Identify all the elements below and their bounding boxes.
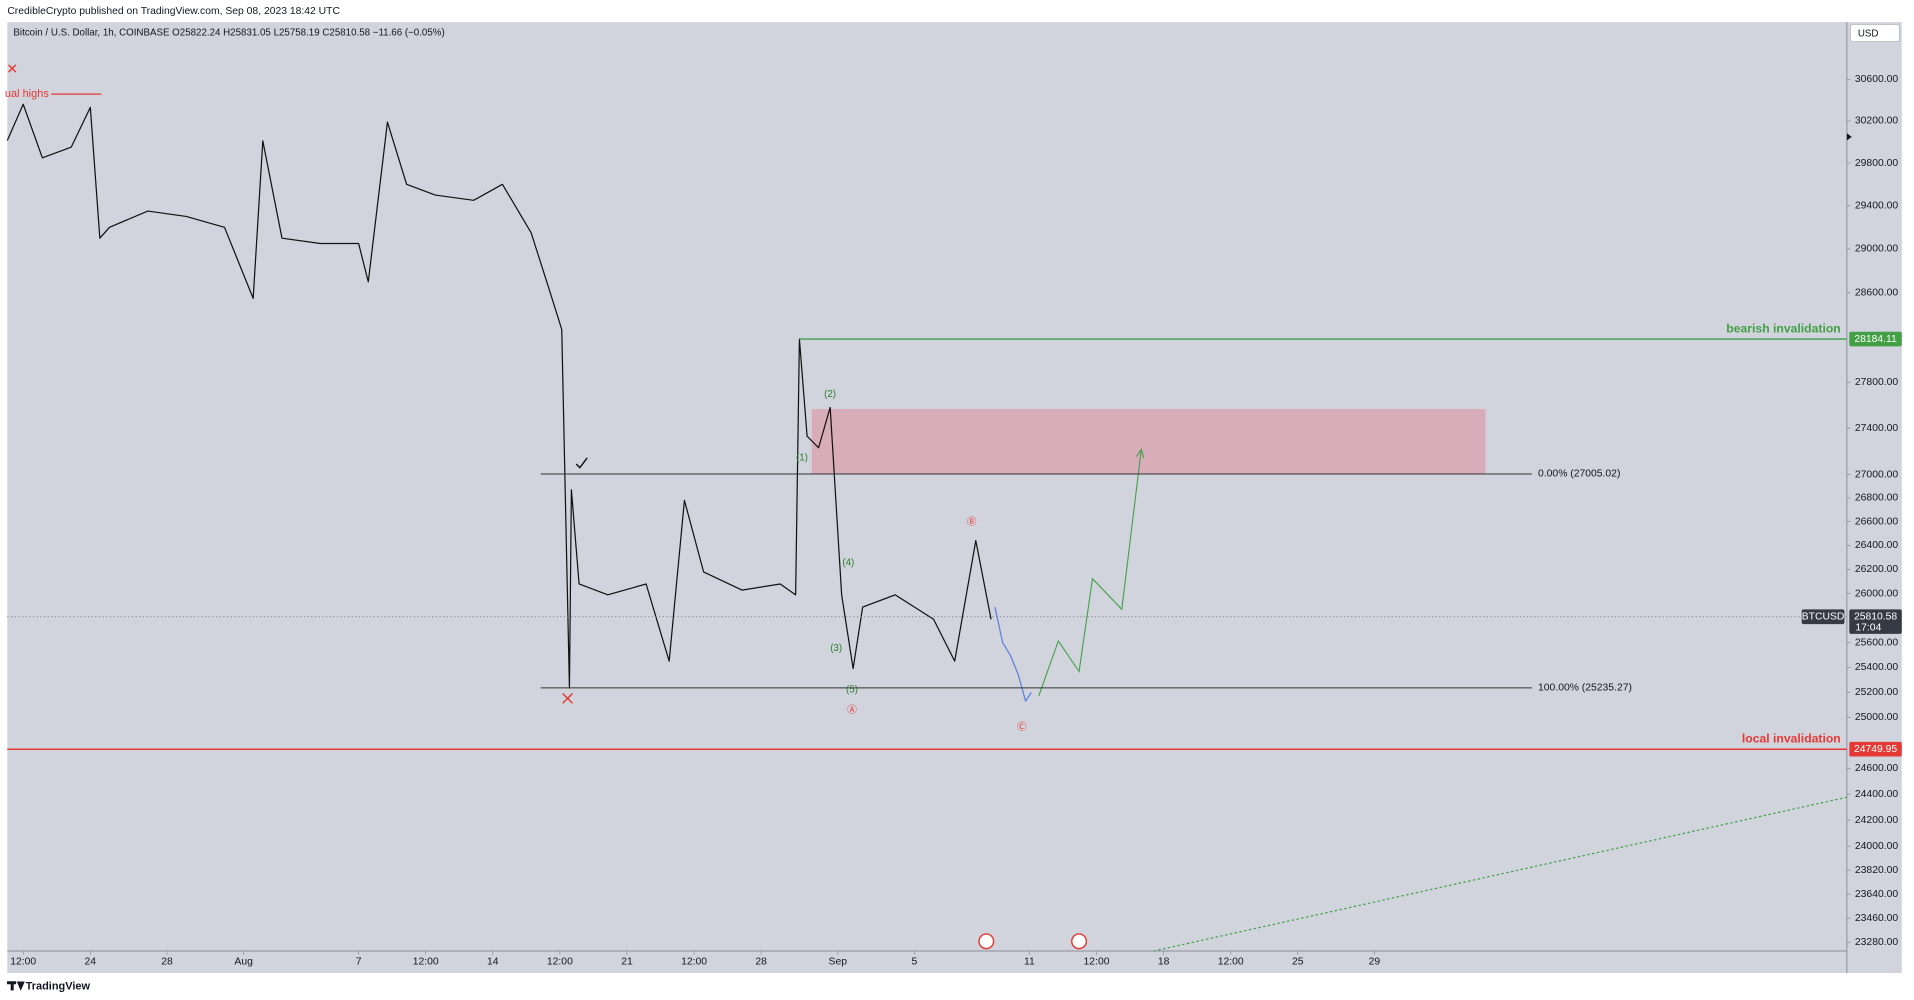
y-tick-label: 30600.00 (1855, 74, 1898, 85)
y-tick-label: 26400.00 (1855, 540, 1898, 551)
y-tick-label: 27800.00 (1855, 377, 1898, 388)
x-tick-label: 24 (85, 957, 97, 968)
y-tick-label: 23460.00 (1855, 913, 1898, 924)
y-tick-label: 26200.00 (1855, 564, 1898, 575)
axis-marker (1846, 133, 1852, 141)
y-tick-label: 26000.00 (1855, 588, 1898, 599)
trendline (1153, 796, 1847, 952)
x-tick-label: 28 (161, 957, 173, 968)
currency-label: USD (1858, 28, 1879, 39)
y-tick-label: 25600.00 (1855, 637, 1898, 648)
y-tick-label: 23280.00 (1855, 937, 1898, 948)
wave-label: Ⓐ (847, 704, 857, 716)
y-tick-label: 25400.00 (1855, 662, 1898, 673)
y-tick-label: 23640.00 (1855, 889, 1898, 900)
y-tick-label: 30200.00 (1855, 116, 1898, 127)
level-label: bearish invalidation (1726, 322, 1840, 336)
price-line (994, 606, 1032, 702)
wave-label: (3) (830, 643, 842, 654)
x-tick-label: 12:00 (1218, 957, 1244, 968)
symbol-tag (1801, 609, 1845, 625)
x-tick-label: 29 (1369, 957, 1381, 968)
last-price-label: 25810.58 (1854, 611, 1897, 622)
wave-label: (2) (824, 389, 836, 400)
x-tick-label: 21 (621, 957, 633, 968)
x-tick-label: Sep (829, 957, 848, 968)
y-tick-label: 23820.00 (1855, 865, 1898, 876)
wave-label: (1) (796, 452, 808, 463)
x-tick-label: 12:00 (547, 957, 573, 968)
y-tick-label: 28600.00 (1855, 288, 1898, 299)
x-tick-label: 12:00 (413, 957, 439, 968)
y-tick-label: 24200.00 (1855, 815, 1898, 826)
y-tick-label: 26600.00 (1855, 516, 1898, 527)
wave-label: (5) (846, 684, 858, 695)
fib-label: 0.00% (27005.02) (1538, 469, 1620, 480)
x-tick-label: 12:00 (1084, 957, 1110, 968)
fib-label: 100.00% (25235.27) (1538, 683, 1632, 694)
event-icon[interactable] (978, 933, 995, 950)
y-tick-label: 29000.00 (1855, 244, 1898, 255)
y-tick-label: 24400.00 (1855, 789, 1898, 800)
price-tag-label: 28184.11 (1854, 334, 1897, 345)
currency-button[interactable] (1850, 24, 1900, 43)
price-tag (1849, 331, 1902, 347)
chart-bg (7, 22, 1902, 974)
x-tick-label: 5 (912, 957, 918, 968)
wave-label: Ⓒ (1017, 721, 1027, 733)
level-label: local invalidation (1742, 732, 1841, 746)
x-tick-label: 11 (1024, 957, 1035, 968)
y-tick-label: 29400.00 (1855, 200, 1898, 211)
symbol-legend: Bitcoin / U.S. Dollar, 1h, COINBASE O258… (13, 28, 444, 39)
y-tick-label: 24000.00 (1855, 841, 1898, 852)
last-price-tag (1849, 609, 1902, 634)
y-tick-label: 25200.00 (1855, 687, 1898, 698)
check-marker (575, 457, 588, 469)
x-tick-label: Aug (234, 957, 253, 968)
y-tick-label: 24600.00 (1855, 763, 1898, 774)
event-icon[interactable] (1071, 933, 1088, 950)
x-marker (8, 64, 17, 73)
publisher-line: CredibleCrypto published on TradingView.… (7, 6, 340, 17)
price-tag-label: 24749.95 (1854, 744, 1897, 755)
x-tick-label: 12:00 (681, 957, 707, 968)
countdown-label: 17:04 (1855, 622, 1881, 633)
y-tick-label: 27400.00 (1855, 423, 1898, 434)
supply-zone (811, 409, 1486, 474)
y-tick-label: 25000.00 (1855, 712, 1898, 723)
y-tick-label: 29800.00 (1855, 158, 1898, 169)
price-tag (1849, 741, 1902, 757)
x-tick-label: 28 (755, 957, 767, 968)
wave-label: (4) (842, 557, 854, 568)
x-tick-label: 18 (1158, 957, 1170, 968)
wave-label: ual highs (5, 88, 49, 100)
wave-label: Ⓑ (967, 516, 977, 528)
x-marker (562, 692, 574, 704)
projection-path (1038, 449, 1142, 697)
x-tick-label: 7 (356, 957, 362, 968)
brand-logo (7, 981, 25, 991)
x-tick-label: 12:00 (10, 957, 36, 968)
x-tick-label: 25 (1292, 957, 1304, 968)
y-tick-label: 26800.00 (1855, 493, 1898, 504)
y-tick-label: 27000.00 (1855, 469, 1898, 480)
price-line (6, 103, 992, 689)
projection-arrow (1135, 448, 1145, 459)
symbol-tag-label: BTCUSD (1802, 611, 1845, 622)
x-tick-label: 14 (487, 957, 499, 968)
brand-name: TradingView (26, 980, 91, 992)
